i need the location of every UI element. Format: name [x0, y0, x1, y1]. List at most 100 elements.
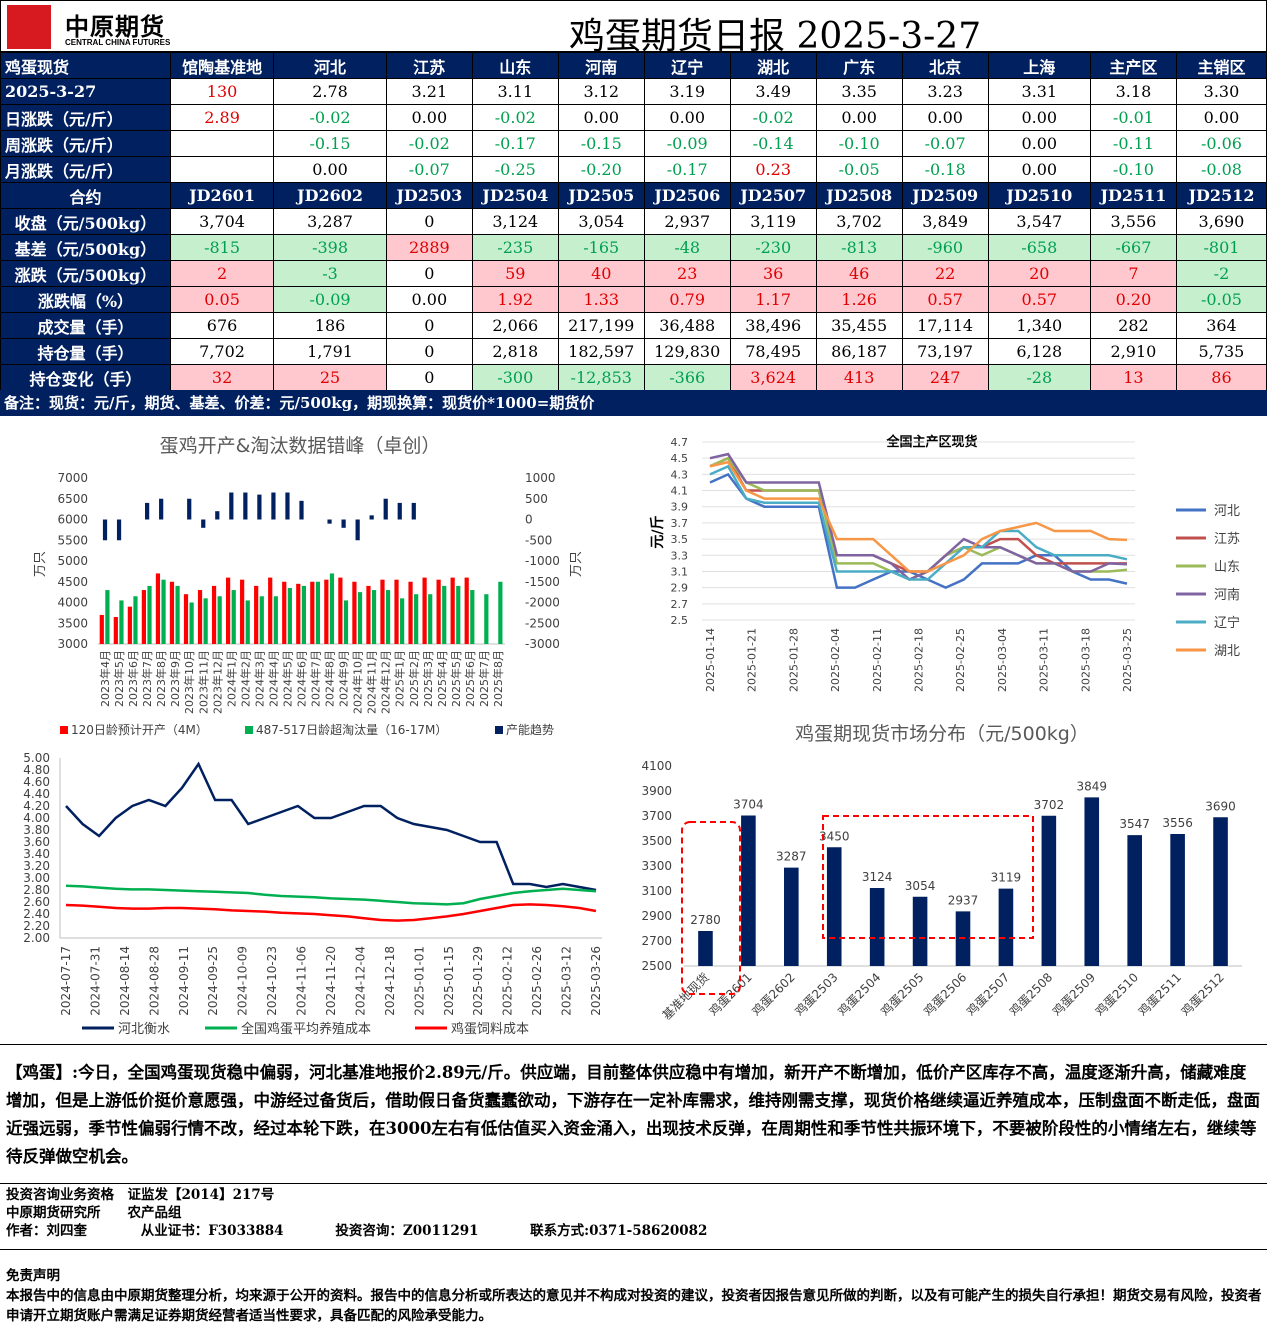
disclaimer-text: 本报告中的信息由中原期货整理分析，均来源于公开的资料。报告中的信息分析或所表达的…	[6, 1288, 1262, 1324]
table-row: 鸡蛋现货 馆陶基准地 河北 江苏 山东 河南 辽宁 湖北 广东 北京 上海 主产区 主销区	[0, 52, 1267, 79]
y-tick-right: -2000	[525, 596, 560, 610]
report-header: 中原期货 CENTRAL CHINA FUTURES 鸡蛋期货日报 2025-3…	[0, 0, 1267, 57]
x-tick: 鸡蛋2508	[1006, 970, 1055, 1019]
y-tick-right: -1500	[525, 575, 560, 589]
table-cell: 周涨跌（元/斤）	[0, 130, 171, 157]
y-tick-right: -2500	[525, 616, 560, 630]
table-cell: -48	[643, 234, 731, 261]
bar-cull	[231, 590, 236, 644]
table-cell: 0	[385, 364, 473, 391]
table-cell: 上海	[987, 52, 1091, 79]
table-cell: -0.08	[1175, 156, 1267, 183]
bar-open	[183, 594, 189, 644]
disclaimer-title: 免责声明	[6, 1268, 60, 1284]
y-tick-right: 0	[525, 513, 533, 527]
table-cell: 涨跌（元/500kg）	[0, 260, 171, 287]
x-tick: 鸡蛋2511	[1135, 970, 1184, 1019]
table-cell: -0.02	[471, 104, 559, 131]
x-tick: 2024年6月	[295, 650, 309, 707]
y-tick-left: 7000	[57, 471, 88, 485]
note-bar: 备注：现货：元/斤，期货、基差、价差：元/500kg，期现换算：现货价*1000…	[0, 390, 1267, 416]
table-cell: 3.11	[471, 78, 559, 105]
x-tick: 2025-02-11	[871, 628, 884, 692]
table-cell: 0	[385, 312, 473, 339]
table-cell: -667	[1089, 234, 1177, 261]
bar-trend	[299, 500, 304, 520]
bar-trend	[215, 511, 220, 520]
bar-open	[296, 583, 301, 644]
bar-trend	[397, 502, 402, 520]
y-tick: 3.1	[671, 565, 689, 578]
bar-cull	[217, 596, 222, 644]
table-cell: 3,556	[1089, 208, 1177, 235]
y-tick: 2.00	[23, 931, 50, 945]
chart-title: 鸡蛋期现货市场分布（元/500kg）	[795, 723, 1089, 745]
table-cell: 3.12	[557, 78, 645, 105]
table-cell: 2,910	[1089, 338, 1177, 365]
y-tick: 2500	[641, 959, 672, 973]
table-cell: -0.17	[643, 156, 731, 183]
x-tick: 2024年11月	[365, 650, 379, 714]
table-cell: 7	[1089, 260, 1177, 287]
bar-open	[141, 590, 146, 644]
table-cell: 河北	[273, 52, 387, 79]
table-cell: -3	[273, 260, 387, 287]
author: 作者：刘四奎	[6, 1223, 87, 1239]
bar	[1041, 815, 1057, 966]
y-tick: 3300	[641, 859, 672, 873]
table-row: 成交量（手） 676 186 0 2,066 217,199 36,488 38,496 35,…	[0, 312, 1267, 339]
table-cell: 73,197	[901, 338, 989, 365]
series-line	[65, 903, 597, 922]
x-tick: 鸡蛋2503	[791, 970, 840, 1019]
certificate: 从业证书：F3033884	[140, 1223, 284, 1239]
table-cell: -0.05	[815, 156, 903, 183]
table-row: 涨跌（元/500kg） 2 -3 0 59 40 23 36 46 22 20 7 -2	[0, 260, 1267, 287]
legend-label: 产能趋势	[506, 723, 554, 737]
table-cell: 1.17	[729, 286, 817, 313]
x-tick: 2025-02-25	[954, 628, 967, 692]
table-cell: 35,455	[815, 312, 903, 339]
y-tick: 3.00	[23, 871, 50, 885]
x-tick: 2024年7月	[309, 650, 323, 707]
bar-open	[225, 577, 231, 644]
legend-label: 487-517日龄超淘汰量（16-17M）	[256, 722, 447, 737]
table-cell: 186	[273, 312, 387, 339]
bar	[784, 867, 799, 966]
bar-open	[338, 577, 343, 644]
x-tick: 2025-02-12	[501, 946, 515, 1016]
bar	[741, 815, 756, 966]
table-cell: JD2511	[1089, 182, 1177, 209]
bar-cull	[428, 594, 433, 644]
x-tick: 2025-03-18	[1079, 628, 1092, 692]
bar-cull	[203, 598, 208, 644]
table-cell: 0.00	[987, 130, 1091, 157]
y-tick: 3900	[641, 784, 672, 798]
bar-open	[155, 573, 161, 644]
legend-swatch	[245, 726, 253, 734]
table-cell: 0.00	[557, 104, 645, 131]
table-row: 持仓变化（手） 32 25 0 -300 -12,853 -366 3,624 413 247 -2…	[0, 364, 1267, 391]
data-label: 2937	[948, 893, 979, 907]
bar-open	[464, 577, 469, 644]
bar-cull	[189, 602, 194, 644]
table-cell: -0.15	[273, 130, 387, 157]
bar	[1170, 834, 1185, 966]
data-label: 3124	[862, 870, 893, 884]
x-tick: 2025-01-01	[412, 946, 426, 1016]
table-cell	[169, 156, 275, 183]
y-tick-left: 4000	[57, 596, 88, 610]
table-cell: 持仓变化（手）	[0, 364, 171, 391]
x-tick: 2024-09-25	[206, 946, 220, 1016]
x-tick: 2025-01-14	[704, 628, 717, 692]
bar-open	[197, 590, 203, 644]
table-cell: JD2503	[385, 182, 473, 209]
bar-cull	[133, 596, 138, 644]
bar-cull	[343, 600, 349, 644]
x-tick: 2025-01-28	[787, 628, 800, 692]
table-cell: 6,128	[987, 338, 1091, 365]
table-cell: 3.19	[643, 78, 731, 105]
x-tick: 鸡蛋2505	[877, 970, 926, 1019]
table-cell: 86,187	[815, 338, 903, 365]
table-cell: -12,853	[557, 364, 645, 391]
table-cell: 0.00	[901, 104, 989, 131]
